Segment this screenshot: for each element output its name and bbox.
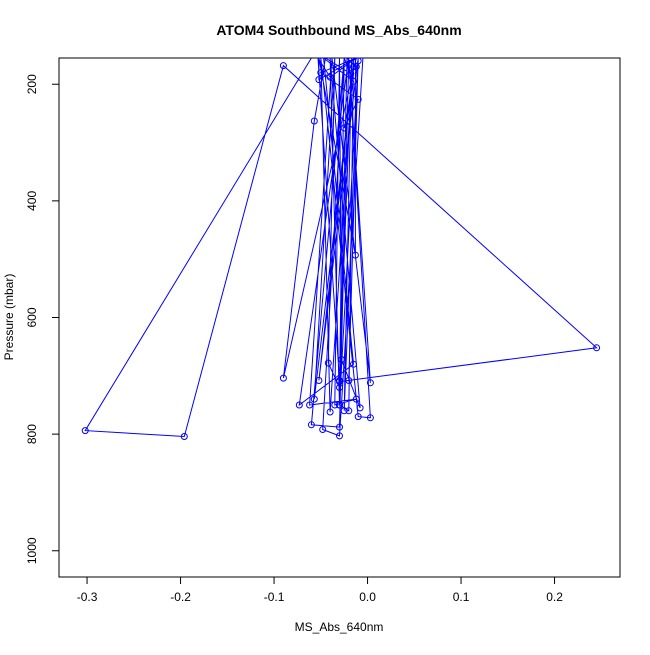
data-point xyxy=(324,359,332,367)
y-tick-label: 1000 xyxy=(25,537,39,564)
data-point xyxy=(340,124,348,132)
data-point xyxy=(295,401,303,409)
x-tick-label: 0.1 xyxy=(453,590,470,604)
data-point xyxy=(350,77,357,85)
x-tick-label: 0.0 xyxy=(359,590,376,604)
data-point xyxy=(326,408,334,416)
y-axis-label: Pressure (mbar) xyxy=(2,274,16,361)
data-point xyxy=(352,395,360,403)
data-point xyxy=(351,251,359,259)
data-point xyxy=(279,62,287,70)
data-point xyxy=(336,377,343,384)
x-tick-label: -0.3 xyxy=(77,590,98,604)
y-tick-label: 200 xyxy=(25,74,39,94)
data-point xyxy=(593,344,601,352)
data-point xyxy=(307,421,315,429)
data-point xyxy=(279,374,287,382)
data-point xyxy=(350,63,357,71)
plot-area: -0.3 -0.2 -0.1 0.0 0.1 0.2 200 400 600 800 1000 xyxy=(25,57,621,604)
data-point xyxy=(354,413,362,421)
data-point xyxy=(356,404,364,412)
data-point xyxy=(337,356,345,363)
data-point xyxy=(352,63,360,71)
data-point xyxy=(366,414,374,422)
data-point xyxy=(317,69,325,77)
data-point xyxy=(345,377,353,384)
data-point xyxy=(336,384,343,391)
y-tick-label: 800 xyxy=(25,424,39,444)
data-point xyxy=(345,407,353,415)
chart-title: ATOM4 Southbound MS_Abs_640nm xyxy=(216,22,461,38)
x-tick-label: 0.2 xyxy=(546,590,563,604)
data-point xyxy=(331,401,339,409)
data-point xyxy=(315,76,323,84)
data-point xyxy=(336,401,343,409)
y-tick-label: 400 xyxy=(25,191,39,211)
series-line xyxy=(84,58,598,438)
data-point xyxy=(366,379,374,387)
data-point xyxy=(310,395,318,403)
data-point xyxy=(336,423,343,431)
x-tick-label: -0.2 xyxy=(170,590,191,604)
data-point xyxy=(354,95,362,103)
data-point xyxy=(340,407,348,415)
data-point xyxy=(81,427,89,435)
data-point xyxy=(350,360,357,368)
data-point xyxy=(319,426,327,433)
x-axis-label: MS_Abs_640nm xyxy=(295,620,384,634)
y-tick-label: 600 xyxy=(25,307,39,327)
data-point xyxy=(180,433,188,440)
data-point xyxy=(310,117,318,125)
x-tick-label: -0.1 xyxy=(264,590,285,604)
data-point xyxy=(306,401,314,409)
data-point xyxy=(336,432,343,440)
data-point xyxy=(347,70,355,78)
data-point xyxy=(326,73,334,81)
data-point xyxy=(315,377,323,384)
